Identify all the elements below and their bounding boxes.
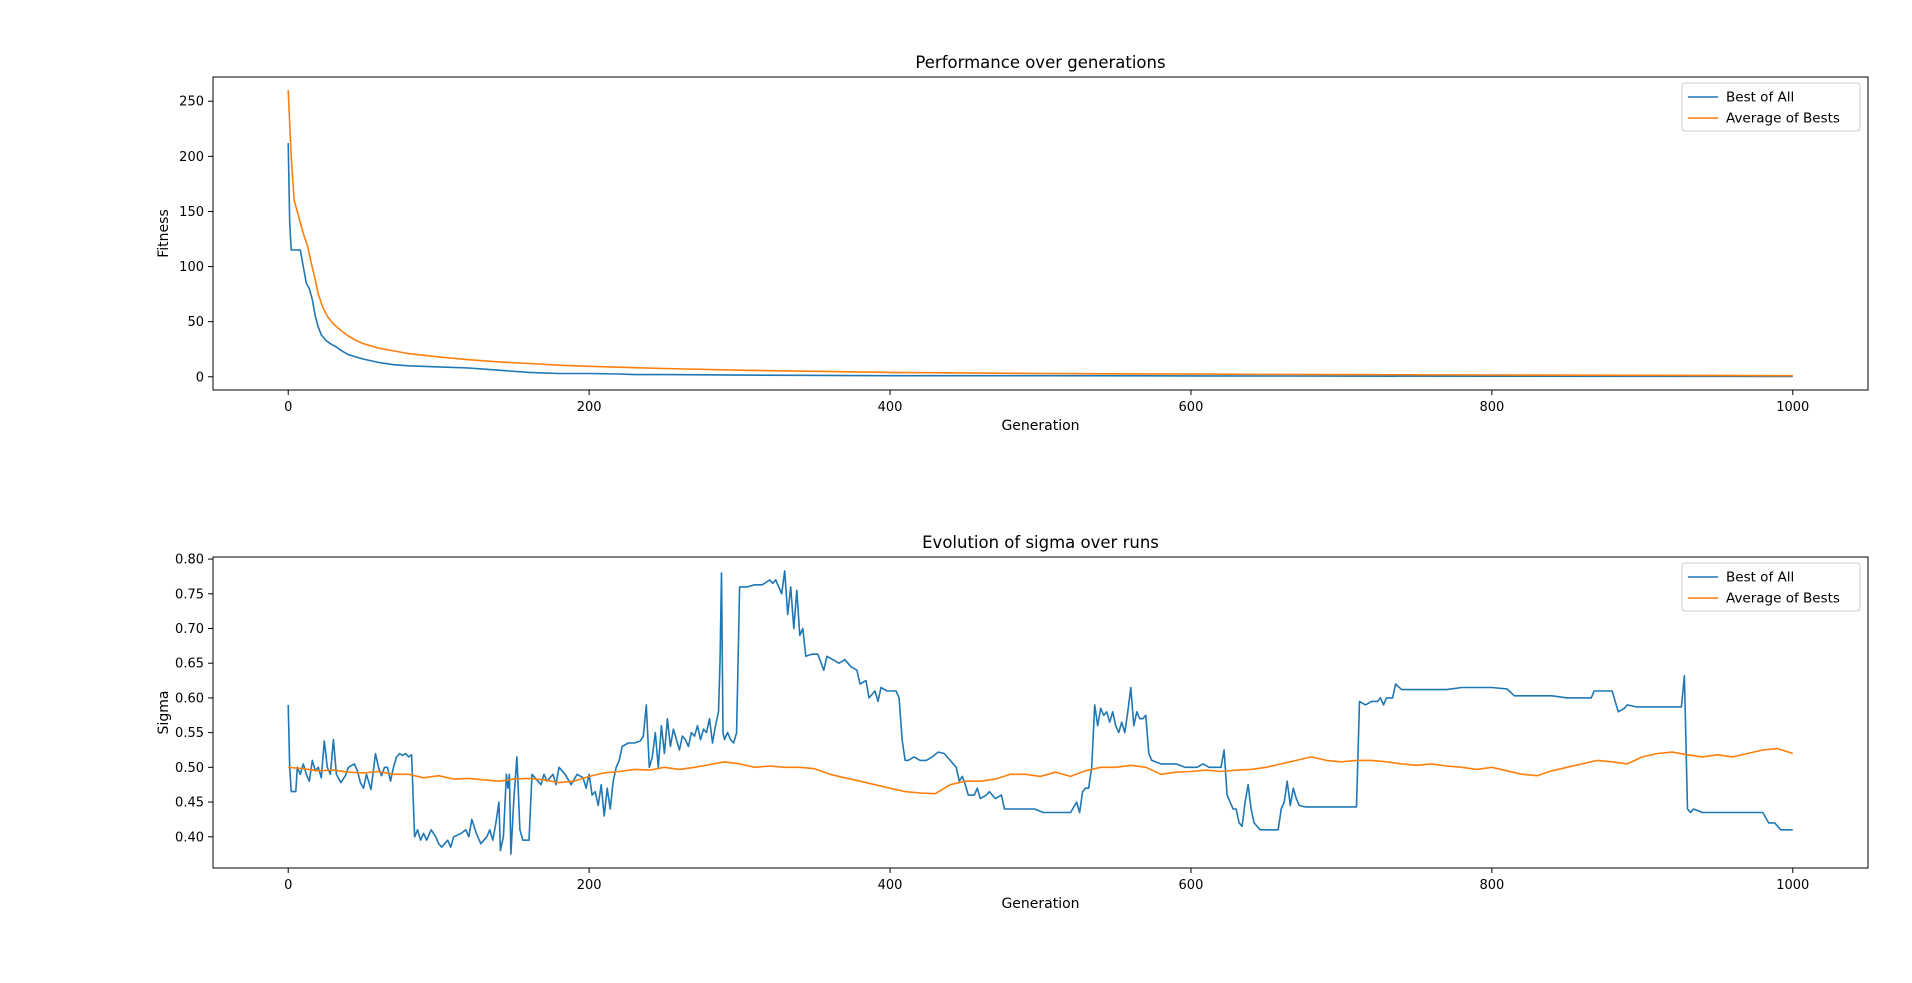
- sigma-chart: Evolution of sigma over runs 0 200 400 600 8…: [156, 533, 1869, 912]
- y-tick-label: 0.55: [175, 726, 204, 741]
- x-tick-label: 200: [577, 400, 602, 415]
- legend-label: Average of Bests: [1726, 591, 1840, 607]
- legend-label: Best of All: [1726, 90, 1794, 106]
- series-line-0: [287, 143, 1793, 378]
- legend-frame: [1681, 562, 1861, 612]
- x-tick-label: 1000: [1776, 878, 1809, 893]
- y-tick-label: 0.80: [175, 553, 204, 568]
- y-tick-label: 250: [179, 95, 204, 110]
- x-axis-label: Generation: [1001, 896, 1079, 912]
- y-axis-label: Sigma: [156, 691, 172, 735]
- legend-frame: [1681, 82, 1861, 132]
- series-line-1: [287, 90, 1793, 377]
- legend-label: Best of All: [1726, 570, 1794, 586]
- y-tick-label: 0.60: [175, 691, 204, 706]
- y-tick-label: 100: [179, 260, 204, 275]
- fitness-chart: Performance over generations 0 200 400 600 8…: [156, 53, 1869, 434]
- y-tick-label: 200: [179, 150, 204, 165]
- y-tick-label: 50: [187, 315, 204, 330]
- x-tick-label: 200: [577, 878, 602, 893]
- x-axis-label: Generation: [1001, 418, 1079, 434]
- legend: Best of All Average of Bests: [1681, 82, 1861, 132]
- y-tick-label: 0.75: [175, 587, 204, 602]
- tick-group: 0 200 400 600 800 1000 0 50 100 150 200 250: [179, 95, 1809, 415]
- y-axis-label: Fitness: [156, 209, 172, 258]
- plot-frame: [212, 556, 1869, 869]
- y-tick-label: 0.45: [175, 796, 204, 811]
- series-group: [287, 90, 1793, 378]
- y-tick-label: 0.50: [175, 761, 204, 776]
- tick-group: 0 200 400 600 800 1000 0.40 0.45 0.50 0.55 0.60 0.6…: [175, 553, 1809, 893]
- chart-title: Performance over generations: [915, 53, 1165, 72]
- series-group: [287, 570, 1794, 855]
- y-tick-label: 0.65: [175, 657, 204, 672]
- x-tick-label: 600: [1179, 878, 1204, 893]
- x-tick-label: 600: [1179, 400, 1204, 415]
- x-tick-label: 400: [878, 400, 903, 415]
- x-tick-label: 800: [1479, 400, 1504, 415]
- chart-title: Evolution of sigma over runs: [922, 533, 1159, 552]
- legend-label: Average of Bests: [1726, 111, 1840, 127]
- y-tick-label: 0: [196, 370, 204, 385]
- y-tick-label: 0.70: [175, 622, 204, 637]
- x-tick-label: 0: [284, 878, 292, 893]
- y-tick-label: 0.40: [175, 830, 204, 845]
- x-tick-label: 400: [878, 878, 903, 893]
- legend: Best of All Average of Bests: [1681, 562, 1861, 612]
- plot-frame: [212, 76, 1869, 391]
- x-tick-label: 1000: [1776, 400, 1809, 415]
- y-tick-label: 150: [179, 205, 204, 220]
- x-tick-label: 800: [1479, 878, 1504, 893]
- series-line-0: [287, 570, 1793, 855]
- x-tick-label: 0: [284, 400, 292, 415]
- series-line-1: [288, 747, 1794, 795]
